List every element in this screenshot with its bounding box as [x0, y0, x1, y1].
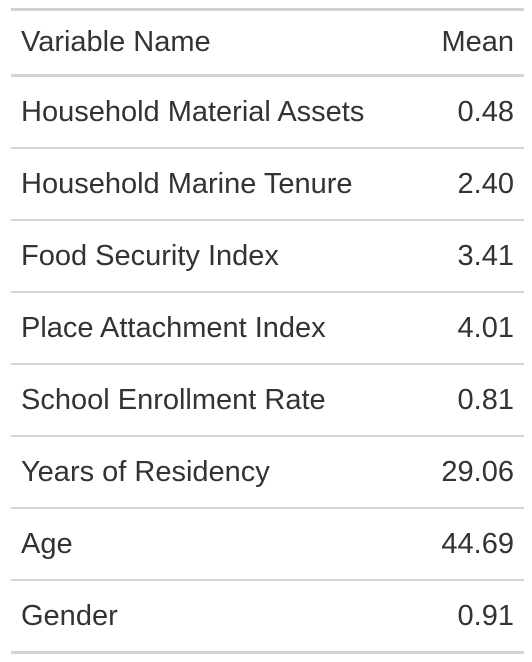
- mean-value-cell: 29.06: [419, 435, 524, 508]
- variable-name-cell: Gender: [11, 579, 420, 651]
- table-body: Household Material Assets 0.48 Household M…: [11, 76, 524, 651]
- mean-value-cell: 0.91: [419, 579, 524, 651]
- mean-value-cell: 4.01: [419, 291, 524, 364]
- column-header-variable-name: Variable Name: [11, 11, 420, 77]
- table-row: Years of Residency 29.06: [11, 435, 524, 508]
- summary-table: Variable Name Mean Household Material As…: [11, 11, 524, 651]
- table-row: School Enrollment Rate 0.81: [11, 363, 524, 436]
- mean-value-cell: 0.81: [419, 363, 524, 436]
- variable-name-cell: Household Material Assets: [21, 95, 365, 128]
- variable-name-cell: Years of Residency: [11, 435, 420, 508]
- table-row: Household Marine Tenure 2.40: [11, 147, 524, 220]
- mean-value-cell: 2.40: [419, 147, 524, 220]
- summary-table-container: Variable Name Mean Household Material As…: [11, 8, 524, 654]
- mean-value-cell: 3.41: [419, 219, 524, 292]
- variable-name-cell: Food Security Index: [11, 219, 420, 292]
- variable-name-cell: Household Marine Tenure: [11, 147, 420, 220]
- variable-name-cell: Age: [11, 507, 420, 580]
- table-row: Household Material Assets 0.48: [11, 76, 524, 149]
- mean-value-cell: 44.69: [419, 507, 524, 580]
- table-row: Gender 0.91: [11, 579, 524, 651]
- header-row: Variable Name Mean: [11, 11, 524, 77]
- variable-name-cell: School Enrollment Rate: [11, 363, 420, 436]
- table-row: Place Attachment Index 4.01: [11, 291, 524, 364]
- column-header-mean: Mean: [419, 11, 524, 77]
- table-row: Age 44.69: [11, 507, 524, 580]
- table-row: Food Security Index 3.41: [11, 219, 524, 292]
- variable-name-cell: Place Attachment Index: [11, 291, 420, 364]
- table-header: Variable Name Mean: [11, 11, 524, 77]
- mean-value-cell: 0.48: [457, 95, 514, 128]
